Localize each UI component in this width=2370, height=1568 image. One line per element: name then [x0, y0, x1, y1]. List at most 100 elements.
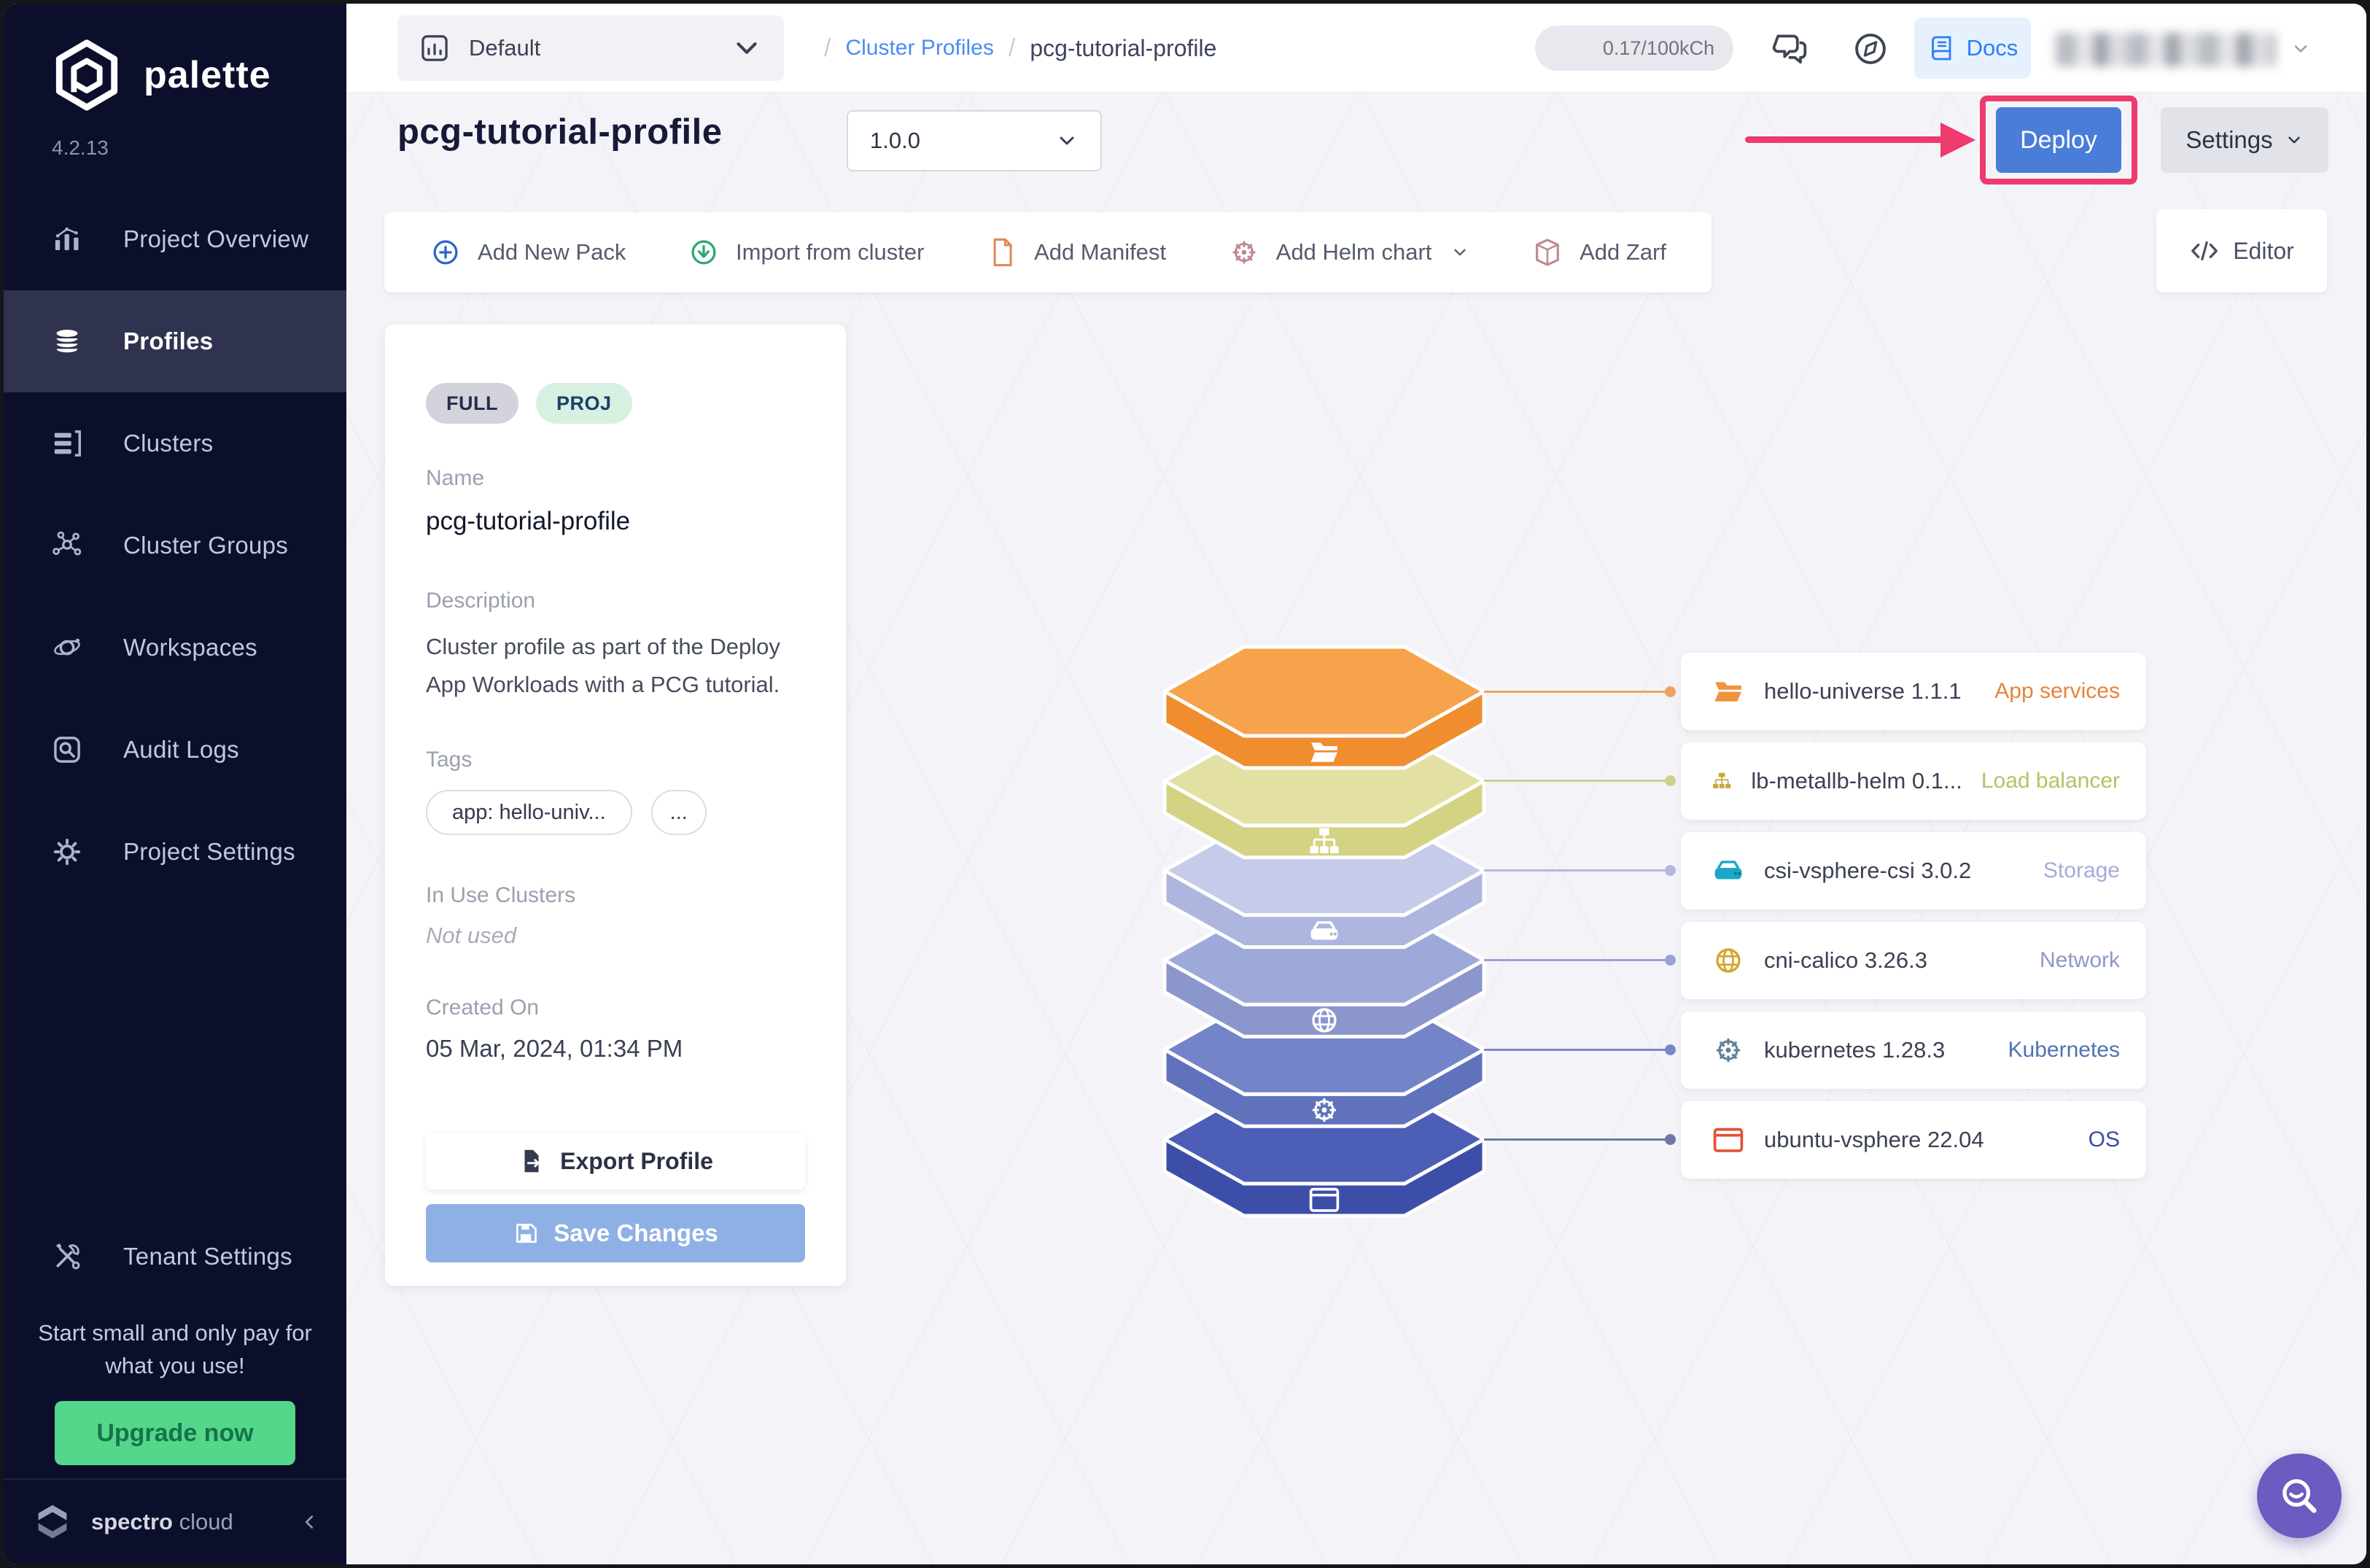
- sidebar-item-project-overview[interactable]: Project Overview: [4, 188, 346, 290]
- pack-connector-dot: [1665, 686, 1676, 697]
- brand: palette: [49, 37, 271, 113]
- sidebar-item-clusters[interactable]: Clusters: [4, 392, 346, 494]
- settings-button[interactable]: Settings: [2161, 107, 2328, 173]
- manifest-file-icon: [986, 236, 1018, 268]
- window-stack-icon: [1308, 1183, 1341, 1216]
- add-new-pack-button[interactable]: Add New Pack: [430, 236, 626, 268]
- usage-value: 0.17/100kCh: [1602, 36, 1714, 59]
- pack-name: cni-calico 3.26.3: [1764, 947, 1928, 973]
- sidebar-collapse-icon[interactable]: [298, 1511, 320, 1533]
- add-helm-chart-button[interactable]: Add Helm chart: [1228, 236, 1470, 268]
- pack-name: hello-universe 1.1.1: [1764, 678, 1962, 704]
- sidebar-nav: Project Overview Profiles Clusters Clust…: [4, 188, 346, 903]
- footer-brand-light: cloud: [179, 1509, 233, 1534]
- annotation-arrow: [1745, 136, 1943, 143]
- tag-overflow-chip[interactable]: ...: [650, 790, 707, 835]
- save-changes-button[interactable]: Save Changes: [426, 1204, 805, 1262]
- pack-type-badge: Network: [2039, 948, 2120, 972]
- orbit-icon: [50, 631, 84, 664]
- sidebar-item-cluster-groups[interactable]: Cluster Groups: [4, 494, 346, 597]
- docs-button[interactable]: Docs: [1914, 18, 2031, 79]
- pack-row-kubernetes[interactable]: kubernetes 1.28.3 Kubernetes: [1681, 1012, 2146, 1089]
- created-on-value: 05 Mar, 2024, 01:34 PM: [426, 1035, 683, 1062]
- add-zarf-button[interactable]: Add Zarf: [1531, 236, 1666, 268]
- servers-icon: [50, 427, 84, 460]
- chevron-down-icon: [730, 31, 764, 65]
- upgrade-now-button[interactable]: Upgrade now: [55, 1401, 295, 1465]
- pack-connector-line: [1484, 780, 1675, 783]
- spectro-cloud-logo-icon: [30, 1499, 75, 1545]
- footer-brand-bold: spectro: [91, 1509, 173, 1534]
- folder-stack-icon: [1308, 735, 1341, 769]
- pack-row-cni-calico[interactable]: cni-calico 3.26.3 Network: [1681, 922, 2146, 999]
- badge-row: FULL PROJ: [426, 383, 805, 424]
- sidebar-item-audit-logs[interactable]: Audit Logs: [4, 699, 346, 801]
- project-selector[interactable]: Default: [397, 15, 784, 81]
- layers-icon: [50, 325, 84, 358]
- sidebar-item-workspaces[interactable]: Workspaces: [4, 597, 346, 699]
- sidebar-item-label: Profiles: [123, 327, 214, 354]
- bar-chart-icon: [50, 222, 84, 256]
- search-help-fab[interactable]: [2257, 1453, 2342, 1538]
- pack-connector-line: [1484, 869, 1675, 872]
- profile-version-select[interactable]: 1.0.0: [847, 110, 1102, 171]
- sidebar-item-label: Audit Logs: [123, 736, 239, 763]
- pack-row-ubuntu-vsphere[interactable]: ubuntu-vsphere 22.04 OS: [1681, 1101, 2146, 1179]
- magnifier-smile-icon: [2277, 1473, 2322, 1518]
- tag-row: app: hello-univ... ...: [426, 790, 805, 835]
- pack-row-lb-metallb-helm[interactable]: lb-metallb-helm 0.1... Load balancer: [1681, 742, 2146, 820]
- pack-type-badge: Kubernetes: [2008, 1038, 2120, 1062]
- user-name-redacted[interactable]: [2056, 33, 2276, 66]
- hdd-stack-icon: [1308, 915, 1341, 948]
- topbar: Default / Cluster Profiles / pcg-tutoria…: [346, 4, 2366, 93]
- pack-row-hello-universe[interactable]: hello-universe 1.1.1 App services: [1681, 653, 2146, 730]
- audit-search-icon: [50, 733, 84, 766]
- globe-stack-icon: [1308, 1004, 1341, 1037]
- docs-label: Docs: [1966, 35, 2019, 61]
- pack-type-badge: OS: [2088, 1128, 2120, 1152]
- pack-name: lb-metallb-helm 0.1...: [1751, 768, 1962, 793]
- save-changes-label: Save Changes: [553, 1219, 718, 1246]
- annotation-arrow-head: [1940, 123, 1975, 158]
- sidebar-item-profiles[interactable]: Profiles: [4, 290, 346, 392]
- hard-drive-icon: [1712, 854, 1745, 888]
- pack-type-badge: App services: [1994, 679, 2120, 703]
- footer-brand: spectro cloud: [91, 1509, 233, 1535]
- breadcrumb-link-cluster-profiles[interactable]: Cluster Profiles: [845, 36, 994, 60]
- app-version: 4.2.13: [52, 136, 109, 159]
- page-title: pcg-tutorial-profile: [397, 112, 723, 152]
- nodes-icon: [50, 529, 84, 562]
- editor-button[interactable]: Editor: [2156, 209, 2327, 292]
- sitemap-stack-icon: [1308, 825, 1341, 858]
- gear-icon: [50, 835, 84, 869]
- pack-connector-line: [1484, 1048, 1675, 1051]
- pack-connector-dot: [1665, 1133, 1676, 1145]
- sidebar-footer: spectro cloud: [4, 1478, 346, 1564]
- chevron-down-icon[interactable]: [2291, 39, 2311, 59]
- toolbar-label: Add New Pack: [478, 239, 626, 265]
- kubernetes-wheel-icon: [1712, 1033, 1745, 1067]
- toolbar-label: Add Zarf: [1580, 239, 1666, 265]
- add-manifest-button[interactable]: Add Manifest: [986, 236, 1166, 268]
- deploy-button[interactable]: Deploy: [1996, 107, 2121, 173]
- compass-icon[interactable]: [1850, 28, 1891, 69]
- chat-icon[interactable]: [1770, 28, 1811, 69]
- breadcrumb-separator: /: [824, 34, 831, 62]
- sidebar-item-project-settings[interactable]: Project Settings: [4, 801, 346, 903]
- pack-connector-line: [1484, 690, 1675, 693]
- sidebar: palette 4.2.13 Project Overview Profiles…: [4, 4, 346, 1564]
- pack-row-csi-vsphere-csi[interactable]: csi-vsphere-csi 3.0.2 Storage: [1681, 832, 2146, 909]
- sidebar-item-tenant-settings[interactable]: Tenant Settings: [4, 1206, 346, 1308]
- book-icon: [1927, 34, 1957, 63]
- import-from-cluster-button[interactable]: Import from cluster: [688, 236, 924, 268]
- export-profile-button[interactable]: Export Profile: [426, 1133, 805, 1189]
- toolbar-label: Import from cluster: [736, 239, 925, 265]
- pack-connector-dot: [1665, 954, 1676, 966]
- breadcrumb-current: pcg-tutorial-profile: [1030, 34, 1217, 61]
- toolbar-label: Add Helm chart: [1275, 239, 1432, 265]
- tags-label: Tags: [426, 748, 473, 772]
- tag-chip[interactable]: app: hello-univ...: [426, 790, 632, 835]
- pack-type-badge: Storage: [2043, 858, 2120, 882]
- toolbar-label: Add Manifest: [1034, 239, 1167, 265]
- globe-icon: [1712, 944, 1745, 977]
